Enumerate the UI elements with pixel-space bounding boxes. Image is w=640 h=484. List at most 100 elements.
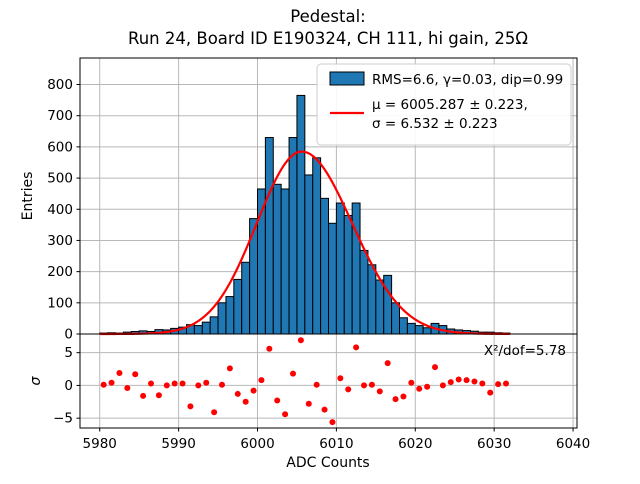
x-tick-label: 6000 <box>240 436 274 452</box>
histogram-bar <box>391 302 401 335</box>
y-tick-label: 600 <box>47 139 73 155</box>
residual-dot <box>124 385 131 392</box>
residual-plot-frame <box>79 333 578 429</box>
residual-dot <box>479 380 486 387</box>
y-tick-label: 200 <box>47 264 73 280</box>
residual-dot <box>242 398 249 405</box>
residual-dot <box>416 385 423 392</box>
residual-dot <box>132 371 139 378</box>
residual-gridlines <box>80 334 577 428</box>
histogram-bar <box>343 214 353 335</box>
y-tick-label: 700 <box>47 108 73 124</box>
histogram-bar <box>320 197 330 335</box>
histogram-bar <box>312 157 322 335</box>
histogram-bar <box>272 183 282 335</box>
histogram-bar <box>304 174 314 335</box>
residual-dot <box>313 381 320 388</box>
residual-dot <box>140 392 147 399</box>
histogram-bar <box>367 264 377 335</box>
legend-fit-label-line1: μ = 6005.287 ± 0.223, <box>372 97 528 113</box>
histogram-bar <box>201 321 211 335</box>
residual-dot <box>116 369 123 376</box>
legend: RMS=6.6, γ=0.03, dip=0.99 μ = 6005.287 ±… <box>316 63 572 146</box>
x-tick-label: 6040 <box>556 436 590 452</box>
residual-dot <box>108 379 115 386</box>
residual-dot <box>234 390 241 397</box>
histogram-bar <box>233 278 243 335</box>
residual-dot <box>392 396 399 403</box>
legend-histogram-label: RMS=6.6, γ=0.03, dip=0.99 <box>372 72 563 88</box>
residual-dot <box>305 400 312 407</box>
histogram-bar <box>296 94 306 335</box>
residual-dot <box>321 406 328 413</box>
residual-dot <box>148 380 154 387</box>
residual-dot <box>503 380 509 387</box>
histogram-bar <box>383 274 393 335</box>
residual-dot <box>455 376 462 383</box>
residual-dot <box>258 377 265 384</box>
residual-dot <box>384 360 391 367</box>
y-tick-label: 400 <box>47 202 73 218</box>
x-tick-label: 6030 <box>477 436 511 452</box>
residual-dot <box>495 381 502 388</box>
histogram-bar <box>359 249 369 335</box>
y-axis-label-sigma: σ <box>28 375 44 385</box>
residual-dot <box>447 379 454 386</box>
residual-dot <box>400 393 407 400</box>
histogram-bar <box>335 202 345 335</box>
histogram-bar <box>280 188 290 335</box>
histogram-bar <box>193 325 203 335</box>
x-tick-label: 6010 <box>319 436 353 452</box>
legend-box <box>316 63 572 146</box>
residual-y-tick-label: 0 <box>64 378 73 394</box>
x-tick-label: 6020 <box>398 436 432 452</box>
residual-dot <box>424 383 431 390</box>
residual-dot <box>211 409 218 416</box>
y-tick-label: 300 <box>47 233 73 249</box>
residual-dot <box>408 379 415 386</box>
histogram-bar <box>241 261 251 335</box>
residual-dot <box>345 386 352 393</box>
residual-y-tick-label: 5 <box>64 345 73 361</box>
histogram-bar <box>375 279 385 335</box>
x-tick-label: 5980 <box>83 436 117 452</box>
residual-dot <box>297 337 304 344</box>
y-axis-label-entries: Entries <box>20 172 36 221</box>
legend-histogram-swatch <box>329 71 365 86</box>
residual-dot <box>432 364 438 371</box>
residual-dot <box>368 381 375 388</box>
residual-dot <box>187 403 194 410</box>
gaussian-fit-curve-layer <box>99 150 510 336</box>
x-tick-label: 5990 <box>161 436 195 452</box>
residual-dot <box>439 382 446 389</box>
chart-title-line2: Run 24, Board ID E190324, CH 111, hi gai… <box>128 29 528 48</box>
histogram-bar <box>328 222 337 335</box>
residual-dot <box>376 388 383 395</box>
residual-dot <box>329 419 336 426</box>
residual-dot <box>290 370 296 377</box>
histogram-bar <box>288 137 298 335</box>
tick-marks <box>76 84 574 432</box>
residual-dot <box>274 397 281 404</box>
residual-dot <box>203 379 210 386</box>
histogram-bar <box>209 316 219 335</box>
residual-dot <box>353 344 360 351</box>
y-tick-label: 100 <box>47 295 73 311</box>
residual-dot <box>100 381 107 388</box>
residual-dot <box>361 382 367 389</box>
gaussian-fit-curve <box>99 150 510 336</box>
chart-title-line1: Pedestal: <box>290 7 365 26</box>
histogram-bar <box>264 137 274 335</box>
residual-dot <box>219 381 225 388</box>
chi2-annotation: X²/dof=5.78 <box>484 343 566 359</box>
residual-dot <box>266 345 273 352</box>
y-tick-label: 0 <box>64 327 73 343</box>
residual-dot <box>282 411 289 418</box>
residual-dot <box>163 382 170 389</box>
y-tick-label: 500 <box>47 171 73 187</box>
residual-dot <box>487 389 494 396</box>
residual-dot <box>250 387 257 394</box>
residual-dot <box>171 380 178 387</box>
